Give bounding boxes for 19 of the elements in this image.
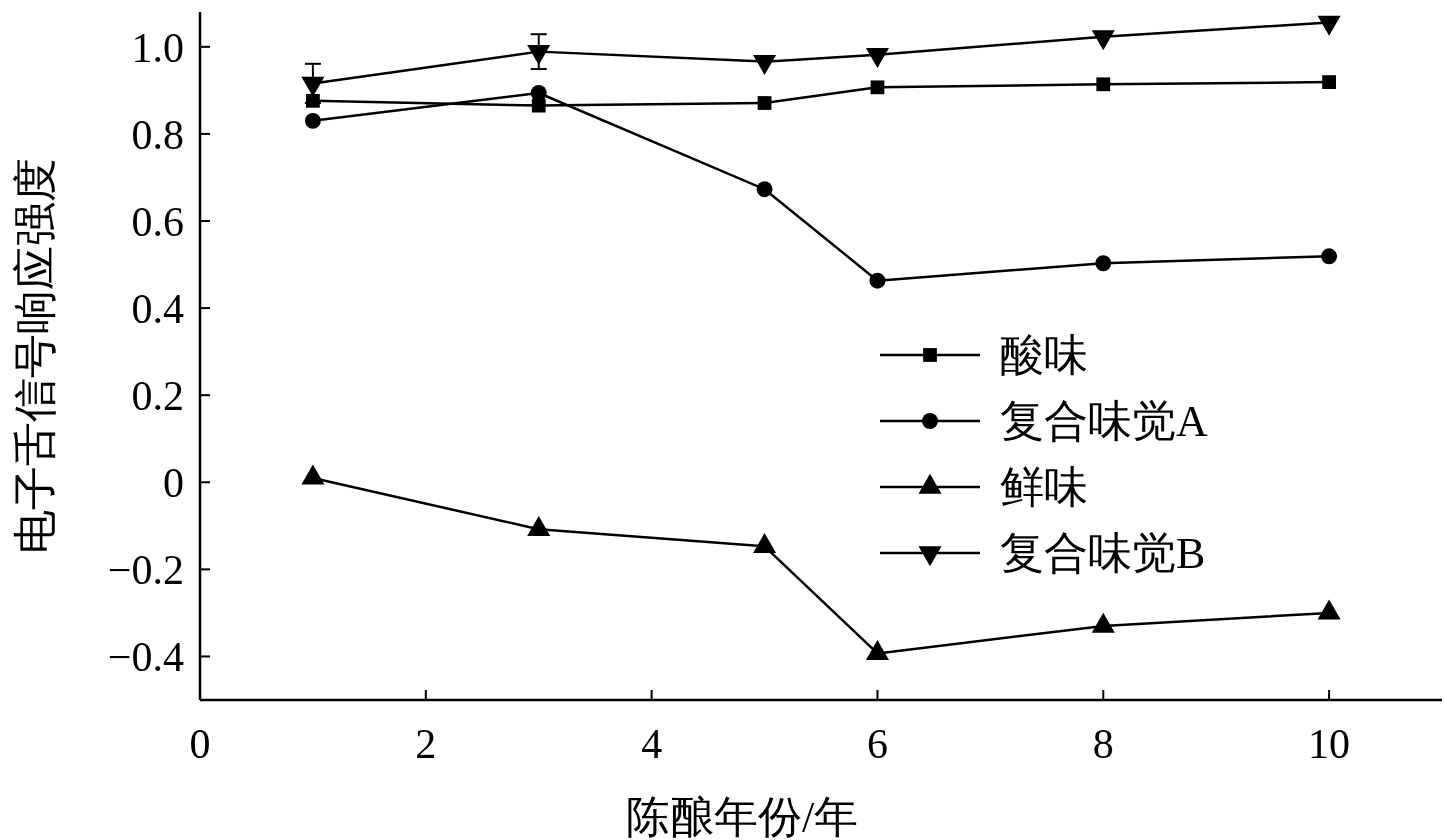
legend-label: 酸味 (1000, 331, 1088, 381)
legend-label: 复合味觉B (1000, 529, 1206, 579)
y-tick-label: 0.8 (131, 111, 184, 158)
y-tick-label: −0.4 (107, 634, 184, 681)
y-tick-label: 0 (163, 459, 184, 506)
y-tick-label: −0.2 (107, 547, 184, 594)
x-tick-label: 10 (1308, 721, 1351, 767)
y-tick-label: 0.6 (131, 198, 184, 245)
legend-label: 复合味觉A (1000, 397, 1208, 447)
x-tick-label: 8 (1092, 721, 1114, 767)
y-tick-label: 0.4 (131, 285, 184, 332)
y-tick-label: 0.2 (131, 372, 184, 419)
x-tick-label: 6 (866, 721, 888, 767)
x-tick-label: 2 (415, 721, 437, 767)
legend-label: 鲜味 (1000, 463, 1088, 513)
y-tick-label: 1.0 (131, 24, 184, 71)
x-tick-label: 4 (641, 721, 663, 767)
x-axis-title: 陈酿年份/年 (625, 793, 859, 840)
y-axis-title: 电子舌信号响应强度 (11, 158, 60, 554)
